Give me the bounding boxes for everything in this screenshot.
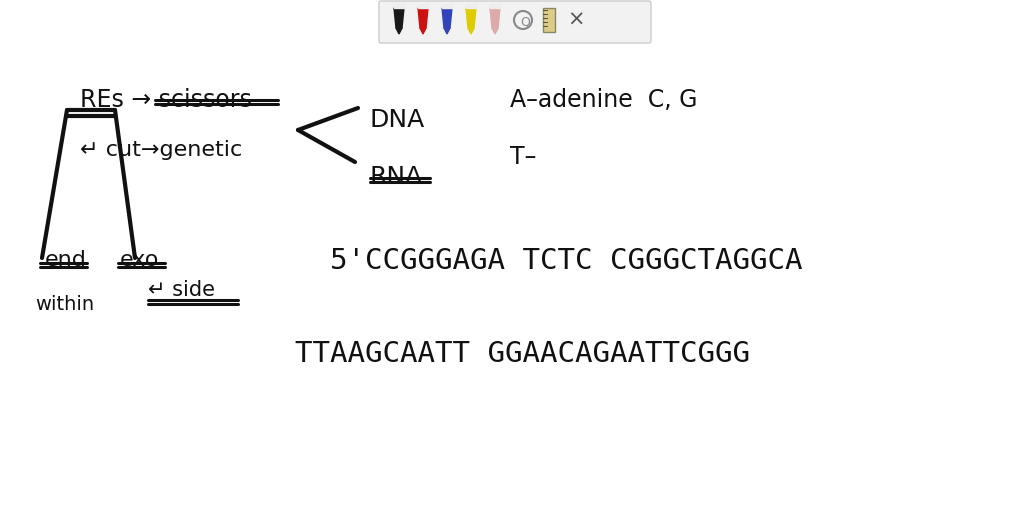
Polygon shape [442, 8, 452, 28]
Polygon shape [468, 28, 474, 34]
Polygon shape [442, 4, 452, 8]
Text: ↵ side: ↵ side [148, 280, 215, 300]
Text: A–adenine  C, G: A–adenine C, G [510, 88, 697, 112]
Polygon shape [418, 4, 428, 8]
Polygon shape [394, 4, 404, 8]
Bar [543, 8, 555, 32]
Polygon shape [490, 4, 500, 8]
Polygon shape [466, 8, 476, 28]
Text: RNA: RNA [370, 165, 423, 189]
Text: exo: exo [120, 250, 160, 270]
Polygon shape [466, 4, 476, 8]
FancyBboxPatch shape [379, 1, 651, 43]
Text: within: within [35, 295, 94, 314]
Polygon shape [444, 28, 450, 34]
Text: REs → scissors: REs → scissors [80, 88, 252, 112]
Text: end: end [45, 250, 87, 270]
Polygon shape [418, 8, 428, 28]
Polygon shape [490, 8, 500, 28]
Text: T–: T– [510, 145, 537, 169]
Polygon shape [394, 8, 404, 28]
Polygon shape [420, 28, 426, 34]
Text: ↵ cut→genetic: ↵ cut→genetic [80, 140, 243, 160]
Text: ×: × [567, 10, 585, 30]
Text: 5'CCGGGAGA TCTC CGGGCTAGGCA: 5'CCGGGAGA TCTC CGGGCTAGGCA [330, 247, 803, 275]
Text: DNA: DNA [370, 108, 425, 132]
Text: TTAAGCAATT GGAACAGAATTCGGG: TTAAGCAATT GGAACAGAATTCGGG [295, 340, 750, 368]
Polygon shape [396, 28, 402, 34]
Polygon shape [492, 28, 498, 34]
Text: Q: Q [520, 15, 530, 29]
